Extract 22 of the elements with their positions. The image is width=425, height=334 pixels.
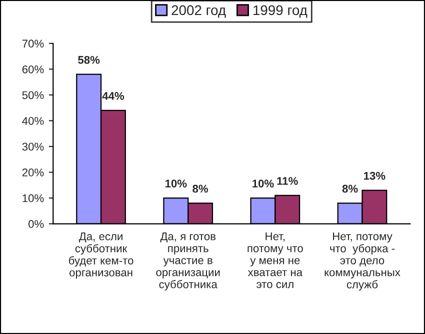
x-tick-label: Да, если субботник будет кем-то организован (68, 232, 134, 279)
legend-label: 1999 год (254, 5, 308, 18)
x-tick-label: Нет, потому что у меня не хватает на это сил (248, 232, 303, 288)
data-label: 10% (252, 180, 274, 188)
y-tick-label: 40% (22, 116, 44, 125)
y-tick-label: 70% (22, 40, 44, 48)
data-label: 8% (342, 184, 358, 193)
legend-label: 2002 год (172, 5, 226, 18)
x-tick-label: Нет, потому что уборка - это дело коммунальных служб (324, 232, 400, 291)
data-label: 58% (78, 56, 100, 64)
y-tick-label: 0% (28, 220, 44, 228)
y-tick-label: 60% (22, 65, 44, 74)
y-tick-label: 20% (22, 168, 44, 176)
data-label: 10% (165, 180, 187, 188)
x-tick-label: Да, я готов принять участие в организации субботника (156, 232, 220, 290)
y-tick-label: 50% (22, 91, 44, 100)
data-label: 8% (192, 184, 208, 193)
data-label: 44% (102, 92, 124, 100)
y-tick-label: 30% (22, 142, 44, 151)
y-tick-label: 10% (22, 194, 44, 202)
data-label: 11% (277, 177, 298, 185)
data-label: 13% (364, 172, 386, 180)
